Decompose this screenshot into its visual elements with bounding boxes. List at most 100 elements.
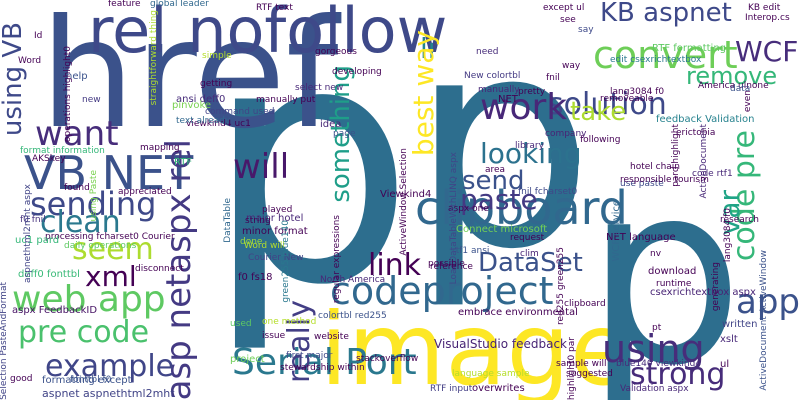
cloud-word: library [515,141,544,151]
cloud-word: manually put [256,95,316,105]
cloud-word: RTF text [256,3,293,13]
cloud-word: xml [85,260,137,293]
cloud-word: using VB [0,22,28,137]
cloud-word: feedback Validation [656,114,755,125]
cloud-word: minor format [242,226,308,237]
cloud-word: page [333,129,356,139]
cloud-word: Serial Port [232,342,417,383]
cloud-word: stewardship within [280,363,365,373]
cloud-word: way [562,61,581,71]
cloud-word: seem [72,232,154,267]
cloud-word: company [545,129,587,139]
cloud-word: global leader [150,0,209,9]
cloud-word: sending [30,185,157,223]
cloud-word: found [64,183,90,193]
cloud-word: will [233,147,290,187]
cloud-word: project [230,354,265,365]
cloud-word: first major [286,351,333,361]
cloud-word: gorgeous [315,47,357,57]
cloud-word: WCF [735,35,799,68]
cloud-word: app [736,282,800,322]
cloud-word: RTF [174,157,193,168]
cloud-word: p [585,129,744,400]
cloud-word: href [40,0,339,162]
cloud-word: ActiveDocument ActiveWindow [759,250,769,391]
cloud-word: idea [320,119,342,130]
cloud-word: formatting except [42,375,132,386]
cloud-word: area [485,165,506,175]
cloud-word: ul [720,359,730,370]
cloud-word: RTF input [430,384,473,394]
cloud-word: csexrichtextbox aspx [650,287,756,298]
cloud-word: research [720,215,759,225]
cloud-word: ActiveDocument [699,124,709,199]
cloud-word: Interop.cs [745,13,790,23]
cloud-word: nv [650,249,662,259]
cloud-word: colortbl red255 [318,311,387,321]
cloud-word: new [82,95,101,105]
cloud-word: clean [40,205,121,240]
cloud-word: following [580,135,621,145]
cloud-word: VB NET [24,146,194,200]
cloud-word: request [510,233,545,243]
cloud-word: NET language [606,232,676,243]
cloud-word: hotel chain [630,162,681,172]
cloud-word: written [722,319,758,330]
cloud-word: good [10,374,33,384]
cloud-word: data [730,84,751,94]
cloud-word: green255 blue140 [281,220,291,303]
cloud-word: Word [18,56,42,66]
cloud-word: major hotel [246,213,304,224]
cloud-word: aspnethtml2mht aspx [23,184,33,284]
cloud-word: removeable [600,94,654,104]
cloud-word: looking [480,137,582,170]
cloud-word: rtf1 ansi [452,246,490,256]
cloud-word: format information [20,146,105,156]
cloud-word: deff0 fonttbl [18,269,80,280]
cloud-word: remove [686,62,778,90]
cloud-word: aspx FeedbackID [12,305,98,316]
cloud-word: issue [262,331,286,341]
cloud-word: strong [630,357,726,392]
cloud-word: language sample [452,369,530,379]
cloud-word: developing [332,67,382,77]
cloud-word: need [476,47,499,57]
cloud-word: NET [498,94,518,105]
cloud-word: work [480,87,568,128]
cloud-word: example [45,349,175,384]
cloud-word: xslt [720,334,738,345]
cloud-word: straightforward thing [149,10,159,106]
cloud-word: use paste [620,179,664,189]
cloud-word: clim [520,249,539,259]
cloud-word: fonttbl f0 [70,375,112,385]
cloud-word: uc1 pard [15,235,60,246]
cloud-word: DataSet [478,248,583,278]
cloud-word: operations highlight0 [63,46,73,143]
cloud-word: VisualStudio feedback [434,337,567,351]
cloud-word: web app [12,279,166,320]
cloud-word: using Paste [89,170,99,222]
cloud-word: pinvoke [172,100,212,111]
cloud-word: except ul [543,3,585,13]
cloud-word: send [462,166,525,196]
cloud-word: AKSkey [32,154,66,164]
cloud-word: responsible tourism [620,175,709,185]
cloud-word: say [578,25,594,35]
cloud-word: stackoverflow [356,354,419,364]
cloud-word: North America [320,275,386,285]
cloud-word: link [368,248,422,283]
cloud-word: best way [407,30,440,157]
cloud-word: KB edit [748,3,781,13]
cloud-word: mapping [140,143,180,153]
cloud-word: used [230,319,252,329]
cloud-word: clipboard [564,299,606,309]
cloud-word: aspx one [448,204,489,214]
cloud-word: download [648,266,697,277]
cloud-word: convert [593,33,738,77]
cloud-word: rel nofollow [88,0,448,67]
cloud-word: pre code [18,315,150,350]
cloud-word: codeproject [330,269,554,313]
cloud-word: DataTable [223,198,233,243]
cloud-word: using [602,327,705,371]
cloud-word: one method [262,317,317,327]
